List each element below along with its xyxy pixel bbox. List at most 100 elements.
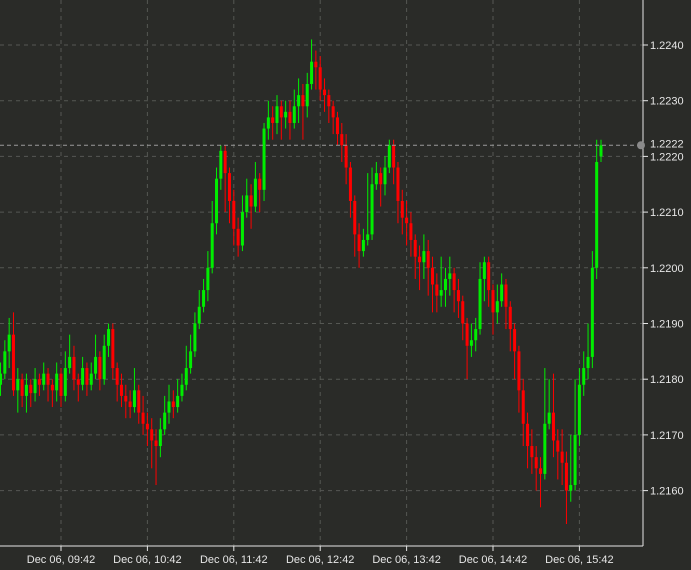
candle-body <box>253 178 257 207</box>
current-price-marker: 1.2222 <box>0 138 684 150</box>
candle-body <box>340 134 344 146</box>
candle <box>24 373 28 413</box>
candle <box>206 251 210 302</box>
candle-body <box>29 384 33 394</box>
candle-body <box>176 395 180 408</box>
candle <box>556 429 560 480</box>
y-tick-label: 1.2180 <box>650 374 684 386</box>
candle-body <box>370 184 374 235</box>
candle <box>474 317 478 352</box>
candle-body <box>452 273 456 291</box>
candle-body <box>154 440 158 447</box>
candle-body <box>20 379 24 396</box>
candle <box>128 390 132 419</box>
candle-body <box>111 329 115 369</box>
candle-body <box>210 223 214 268</box>
x-axis-labels: Dec 06, 09:42 Dec 06, 10:42 Dec 06, 11:42 D… <box>27 554 614 566</box>
candle <box>266 100 270 140</box>
candle-body <box>413 239 417 257</box>
candle-body <box>76 379 80 385</box>
candle <box>50 379 54 408</box>
candle <box>582 351 586 396</box>
x-tick-label: Dec 06, 15:42 <box>545 554 614 566</box>
candle <box>517 345 521 413</box>
candle-body <box>68 356 72 369</box>
y-tick-label: 1.2160 <box>650 486 684 498</box>
candle <box>396 161 400 224</box>
candle <box>426 239 430 296</box>
candle <box>253 161 257 213</box>
candle-body <box>249 195 253 207</box>
candle <box>392 139 396 185</box>
candle <box>443 267 447 307</box>
current-price-dot <box>637 141 645 150</box>
candle <box>413 234 417 279</box>
candle-body <box>0 373 3 385</box>
candle-body <box>573 434 577 486</box>
candle-body <box>55 373 59 391</box>
candle-body <box>240 212 244 246</box>
y-tick-label: 1.2210 <box>650 207 684 219</box>
candle-body <box>357 234 361 252</box>
candle-body <box>197 306 201 324</box>
candle-body <box>521 390 525 424</box>
candle <box>249 184 253 229</box>
candle <box>461 295 465 341</box>
candle <box>305 72 309 118</box>
candle <box>42 362 46 391</box>
candle-body <box>301 95 305 107</box>
candle <box>560 429 564 486</box>
candle-body <box>128 401 132 408</box>
candle <box>482 256 486 302</box>
candle <box>383 156 387 196</box>
candle-body <box>189 351 193 369</box>
candle <box>63 351 67 402</box>
candle-body <box>180 384 184 396</box>
candle <box>456 278 460 318</box>
candle-body <box>361 239 365 252</box>
candle <box>81 356 85 391</box>
candle-body <box>46 373 50 385</box>
candle <box>361 228 365 257</box>
candle <box>154 429 158 486</box>
candle-body <box>59 373 63 396</box>
candle <box>0 362 3 396</box>
candle-body <box>482 262 486 279</box>
candle <box>353 195 357 257</box>
candle-body <box>526 423 530 447</box>
candle-body <box>353 200 357 235</box>
candle-body <box>456 290 460 302</box>
candle <box>310 39 314 90</box>
candle-body <box>530 446 534 458</box>
x-tick-label: Dec 06, 13:42 <box>372 554 441 566</box>
candle-body <box>223 150 227 174</box>
candle-body <box>63 368 67 396</box>
candle <box>521 379 525 447</box>
candle-body <box>37 379 41 385</box>
candle <box>29 379 33 408</box>
candle <box>145 412 149 447</box>
candle <box>547 379 551 430</box>
candle <box>262 122 266 201</box>
candle-body <box>582 368 586 385</box>
candle-body <box>474 329 478 341</box>
candle <box>452 267 456 313</box>
candle <box>46 368 50 402</box>
candle-body <box>400 200 404 218</box>
candle-body <box>556 440 560 452</box>
candle-body <box>227 173 231 201</box>
candle-body <box>72 356 76 380</box>
x-tick-label: Dec 06, 11:42 <box>200 554 268 566</box>
candle <box>132 368 136 413</box>
candle-body <box>219 150 223 179</box>
candle <box>245 178 249 218</box>
candle <box>400 189 404 235</box>
candle <box>275 95 279 135</box>
candle-body <box>11 334 15 391</box>
candle <box>590 251 594 369</box>
candle <box>534 446 538 491</box>
candle <box>33 368 37 402</box>
candle-body <box>284 111 288 118</box>
candle <box>119 373 123 408</box>
